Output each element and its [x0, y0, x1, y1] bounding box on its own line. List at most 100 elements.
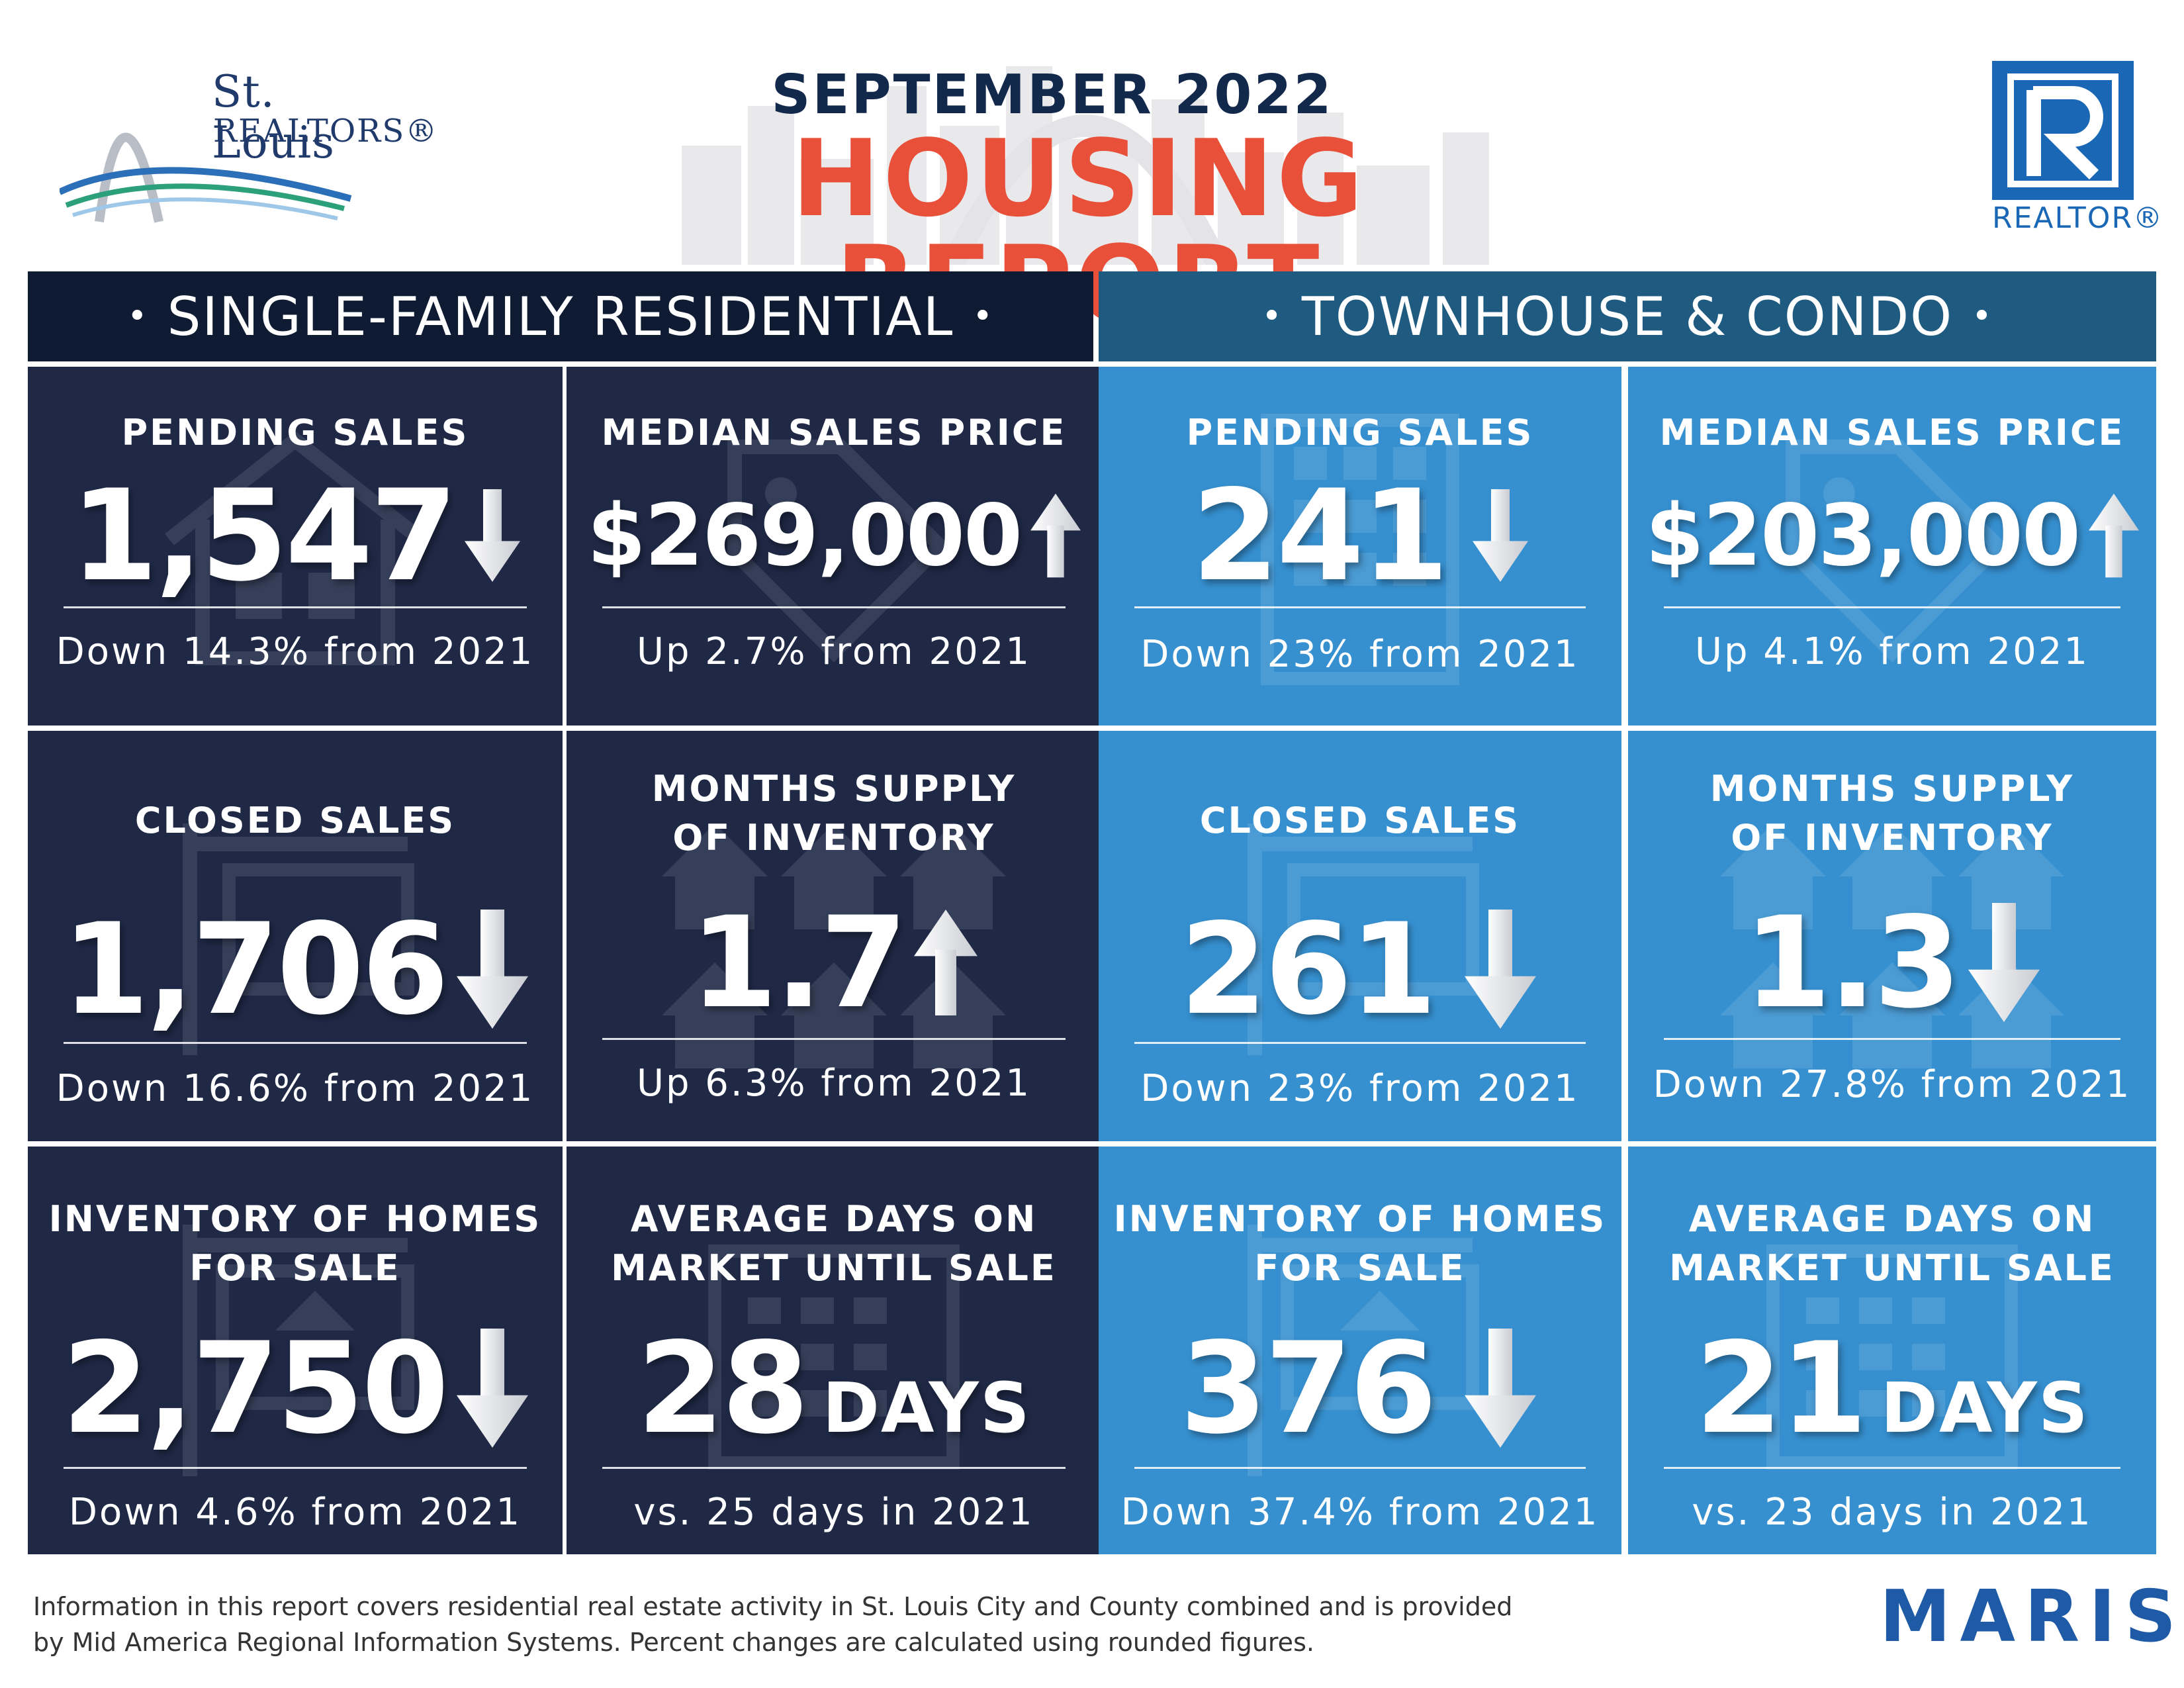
metric-value: 241	[1191, 462, 1449, 609]
arrow-up-icon	[1030, 486, 1081, 585]
metric-value: 1.3	[1743, 889, 1962, 1036]
divider	[64, 606, 527, 608]
arrow-up-icon	[914, 903, 978, 1022]
brand-name: St. Louis	[212, 66, 336, 168]
metric-label: OF INVENTORY	[672, 817, 995, 859]
bullet: •	[126, 297, 149, 336]
metric-label: MARKET UNTIL SALE	[1669, 1247, 2115, 1289]
metric-number: 21	[1695, 1315, 1867, 1462]
metric-change: Up 4.1% from 2021	[1694, 630, 2090, 673]
divider	[64, 1467, 527, 1469]
skyline-background	[682, 66, 1489, 265]
divider	[1664, 1038, 2120, 1040]
disclaimer-line: Information in this report covers reside…	[33, 1592, 1513, 1621]
maris-logo: MARIS	[1880, 1575, 2184, 1658]
metric-label: INVENTORY OF HOMES	[48, 1198, 542, 1240]
metric-label: FOR SALE	[189, 1247, 401, 1289]
metric-label: AVERAGE DAYS ON	[630, 1198, 1038, 1240]
bullet: •	[972, 297, 995, 336]
metric-label: MONTHS SUPPLY	[651, 768, 1017, 810]
divider	[602, 606, 1066, 608]
sf-closed-sales-card: CLOSED SALES 1,706 Down 16.6% from 2021	[28, 731, 563, 1141]
section-header-single-family: • SINGLE-FAMILY RESIDENTIAL •	[28, 271, 1093, 361]
footer-disclaimer: Information in this report covers reside…	[33, 1589, 1588, 1660]
metric-change: Down 4.6% from 2021	[68, 1491, 522, 1534]
calendar-icon	[708, 1244, 960, 1470]
report-month: SEPTEMBER 2022	[771, 64, 1334, 126]
metric-label: MONTHS SUPPLY	[1709, 768, 2075, 810]
metric-label: PENDING SALES	[1186, 412, 1534, 453]
metric-change: Down 23% from 2021	[1140, 1067, 1580, 1110]
sf-inventory-card: INVENTORY OF HOMES FOR SALE 2,750 Down 4…	[28, 1147, 563, 1554]
metric-value: 376	[1179, 1315, 1437, 1462]
metric-value: $203,000	[1645, 486, 2081, 585]
arrow-down-icon	[1461, 1329, 1540, 1448]
building-icon	[1261, 414, 1459, 685]
realtor-r-icon	[1992, 61, 2134, 200]
metric-change: vs. 23 days in 2021	[1692, 1491, 2093, 1534]
arrow-down-icon	[456, 1329, 529, 1448]
metric-change: Up 2.7% from 2021	[636, 630, 1032, 673]
metric-label: AVERAGE DAYS ON	[1688, 1198, 2096, 1240]
metric-value: 261	[1179, 896, 1437, 1043]
price-tag-icon	[727, 440, 950, 663]
realtor-logo: REALTOR®	[1992, 61, 2162, 235]
arrow-down-icon	[456, 910, 529, 1029]
metric-change: Up 6.3% from 2021	[636, 1062, 1032, 1105]
tc-days-on-market-card: AVERAGE DAYS ON MARKET UNTIL SALE 21 DAYS…	[1628, 1147, 2156, 1554]
st-louis-realtors-logo: St. Louis REALTORS®	[60, 66, 437, 225]
sold-sign-icon	[1248, 823, 1479, 1055]
metric-label: MEDIAN SALES PRICE	[1659, 412, 2125, 453]
metric-label: MARKET UNTIL SALE	[611, 1247, 1057, 1289]
for-sale-sign-icon	[1248, 1225, 1479, 1476]
divider	[1664, 1467, 2120, 1469]
metric-label: CLOSED SALES	[134, 800, 456, 841]
metric-value: 1,706	[62, 896, 449, 1043]
arrow-down-icon	[1473, 486, 1528, 585]
for-sale-sign-icon	[183, 1225, 414, 1476]
metric-change: Down 37.4% from 2021	[1120, 1491, 1600, 1534]
tc-median-price-card: MEDIAN SALES PRICE $203,000 Up 4.1% from…	[1628, 367, 2156, 726]
gateway-arch-icon	[60, 132, 352, 223]
divider	[64, 1042, 527, 1044]
metric-change: Down 23% from 2021	[1140, 633, 1580, 676]
brand-subname: REALTORS®	[213, 113, 439, 150]
metric-unit: DAYS	[1880, 1367, 2089, 1448]
metric-change: Down 16.6% from 2021	[56, 1067, 535, 1110]
tc-months-supply-card: MONTHS SUPPLY OF INVENTORY 1.3 Down 27.8…	[1628, 731, 2156, 1141]
sf-median-price-card: MEDIAN SALES PRICE $269,000 Up 2.7% from…	[567, 367, 1101, 726]
metric-label: CLOSED SALES	[1199, 800, 1521, 841]
realtor-mark: REALTOR®	[1992, 201, 2164, 235]
metric-value: $269,000	[586, 486, 1023, 585]
metric-change: Down 27.8% from 2021	[1653, 1063, 2132, 1106]
metric-label: PENDING SALES	[121, 412, 469, 453]
metric-value: 28 DAYS	[637, 1315, 1030, 1462]
arrow-down-icon	[1968, 903, 2040, 1022]
divider	[1134, 1467, 1586, 1469]
tc-pending-sales-card: PENDING SALES 241 Down 23% from 2021	[1099, 367, 1621, 726]
price-tag-icon	[1786, 440, 2009, 663]
metric-unit: DAYS	[822, 1367, 1031, 1448]
sf-pending-sales-card: PENDING SALES 1,547 Down 14.3% from 2021	[28, 367, 563, 726]
sf-days-on-market-card: AVERAGE DAYS ON MARKET UNTIL SALE 28 DAYS…	[567, 1147, 1101, 1554]
metric-value: 21 DAYS	[1695, 1315, 2089, 1462]
divider	[1134, 1042, 1586, 1044]
metric-change: Down 14.3% from 2021	[56, 630, 535, 673]
disclaimer-line: by Mid America Regional Information Syst…	[33, 1628, 1314, 1657]
houses-icon	[662, 823, 1006, 1068]
section-header-townhouse: • TOWNHOUSE & CONDO •	[1099, 271, 2156, 361]
metric-label: MEDIAN SALES PRICE	[601, 412, 1067, 453]
divider	[1134, 606, 1586, 608]
tc-inventory-card: INVENTORY OF HOMES FOR SALE 376 Down 37.…	[1099, 1147, 1621, 1554]
arrow-down-icon	[465, 483, 520, 588]
divider	[1664, 606, 2120, 608]
metric-label: INVENTORY OF HOMES	[1113, 1198, 1607, 1240]
section-title: SINGLE-FAMILY RESIDENTIAL	[167, 285, 954, 348]
arrow-up-icon	[2089, 486, 2139, 585]
bullet: •	[1261, 297, 1283, 336]
tc-closed-sales-card: CLOSED SALES 261 Down 23% from 2021	[1099, 731, 1621, 1141]
metric-value: 1.7	[690, 889, 908, 1036]
sold-sign-icon	[183, 823, 414, 1055]
section-title: TOWNHOUSE & CONDO	[1301, 285, 1954, 348]
divider	[602, 1467, 1066, 1469]
